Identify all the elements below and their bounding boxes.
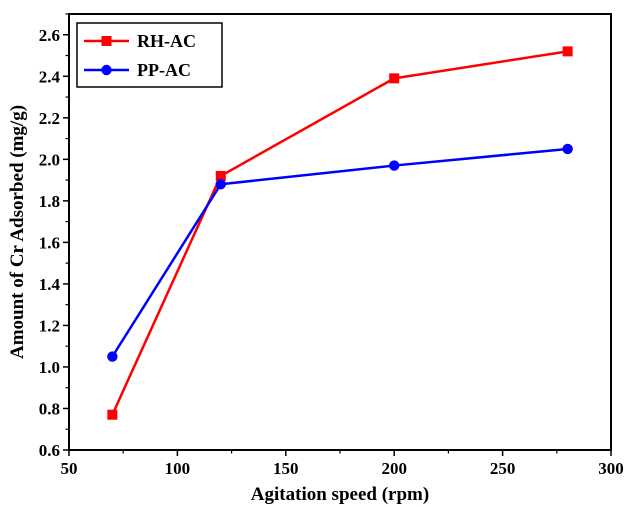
y-tick-label: 1.6 [39,233,60,252]
legend-label-rh-ac: RH-AC [137,31,196,51]
y-tick-label: 1.4 [39,275,61,294]
data-point-pp-ac [562,143,573,155]
data-point-rh-ac [107,409,118,420]
data-point-rh-ac [215,170,226,181]
y-tick-label: 2.2 [39,109,60,128]
data-point-pp-ac [389,160,400,171]
y-tick-label: 2.4 [39,67,61,86]
plot-frame [68,13,612,451]
series-line-pp-ac [111,147,568,358]
y-tick-label: 2.0 [39,150,60,169]
data-point-rh-ac [389,73,400,84]
y-tick-label: 2.6 [39,26,60,45]
y-tick-label: 1.2 [39,316,60,335]
y-tick-label: 1.0 [39,358,60,377]
legend-box [76,22,223,88]
data-point-pp-ac [107,351,118,362]
y-tick-label: 0.6 [39,441,60,460]
x-tick-label: 200 [381,459,407,478]
y-axis-title: Amount of Cr Adsorbed (mg/g) [7,105,28,359]
y-tick-label: 1.8 [39,192,60,211]
x-tick-label: 300 [598,459,624,478]
legend: RH-AC PP-AC [76,22,223,88]
legend-marker-pp-ac [101,64,112,76]
x-axis-title: Agitation speed (rpm) [251,484,429,505]
x-tick-label: 150 [273,459,299,478]
x-tick-label: 50 [61,459,78,478]
series-line-rh-ac [111,50,568,416]
data-point-rh-ac [562,46,573,57]
y-tick-label: 0.8 [39,399,60,418]
legend-label-pp-ac: PP-AC [137,60,191,80]
data-point-pp-ac [215,179,226,190]
legend-marker-rh-ac [101,36,112,46]
x-tick-label: 250 [490,459,516,478]
x-tick-label: 100 [165,459,191,478]
